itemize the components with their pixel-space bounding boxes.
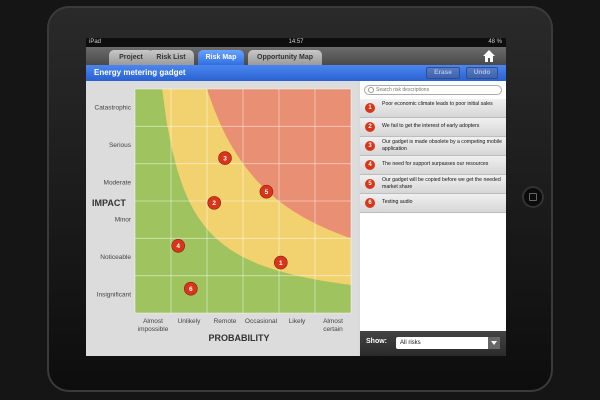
risk-description: Our gadget will be copied before we get … — [382, 177, 501, 190]
y-tick-label: Minor — [115, 217, 132, 224]
risk-number-badge: 5 — [365, 179, 375, 189]
tab-risk-map[interactable]: Risk Map — [198, 50, 244, 65]
risk-point-label: 4 — [176, 243, 180, 250]
clock: 14:57 — [288, 39, 304, 45]
x-tick-label: Occasional — [245, 318, 278, 325]
risk-list-item[interactable]: 4 The need for support surpasses our res… — [360, 156, 506, 175]
tab-project[interactable]: Project — [109, 50, 153, 65]
x-tick-label: Unlikely — [178, 318, 202, 325]
risk-point[interactable]: 3 — [218, 151, 232, 165]
tab-bar: Project Risk List Risk Map Opportunity M… — [86, 47, 506, 65]
show-filter-value: All risks — [400, 340, 421, 346]
x-tick-label: Almost impossible — [138, 318, 169, 333]
risk-number-badge: 3 — [365, 141, 375, 151]
hardware-home-button[interactable] — [522, 186, 544, 208]
risk-point[interactable]: 1 — [274, 255, 288, 270]
tab-risk-list[interactable]: Risk List — [148, 50, 194, 65]
risk-point[interactable]: 5 — [259, 184, 274, 199]
risk-description: Poor economic climate leads to poor init… — [382, 101, 493, 107]
erase-button[interactable]: Erase — [426, 67, 460, 79]
risk-list-item[interactable]: 6 Testing audio — [360, 194, 506, 213]
show-filter-select[interactable]: All risks — [396, 337, 500, 349]
y-axis-label: IMPACT — [92, 198, 126, 208]
risk-points: 1 2 3 4 5 6 — [171, 151, 288, 296]
title-bar: Energy metering gadget Erase Undo — [86, 65, 506, 81]
risk-point-label: 3 — [223, 155, 227, 162]
project-title: Energy metering gadget — [94, 68, 186, 77]
risk-list-pane: 1 Poor economic climate leads to poor in… — [360, 81, 506, 356]
risk-point[interactable]: 6 — [184, 281, 198, 296]
grid — [134, 88, 352, 314]
y-tick-labels: Insignificant Noticeable Minor Moderate Seri… — [95, 105, 132, 299]
risk-number-badge: 4 — [365, 160, 375, 170]
risk-description: The need for support surpasses our resou… — [382, 161, 489, 167]
risk-point[interactable]: 2 — [207, 196, 221, 210]
risk-number-badge: 2 — [365, 122, 375, 132]
risk-point-label: 6 — [189, 286, 193, 293]
chevron-down-icon — [488, 337, 500, 349]
carrier-label: iPad — [89, 39, 102, 45]
risk-description: Testing audio — [382, 199, 413, 205]
risk-map-chart: Almost impossible Unlikely Remote Occasional… — [92, 88, 352, 343]
x-axis-label: PROBABILITY — [208, 333, 269, 343]
risk-point-label: 5 — [265, 189, 269, 196]
risk-list-item[interactable]: 3 Our gadget is made obsolete by a compe… — [360, 137, 506, 156]
risk-number-badge: 1 — [365, 103, 375, 113]
search-input[interactable] — [376, 85, 496, 95]
risk-list-item[interactable]: 1 Poor economic climate leads to poor in… — [360, 99, 506, 118]
risk-description: Our gadget is made obsolete by a competi… — [382, 139, 502, 152]
y-tick-label: Serious — [109, 142, 132, 149]
tab-opportunity-map[interactable]: Opportunity Map — [248, 50, 322, 65]
search-box[interactable] — [364, 85, 502, 95]
y-tick-label: Catastrophic — [95, 105, 132, 112]
risk-point[interactable]: 4 — [171, 239, 185, 253]
x-tick-label: Likely — [289, 318, 306, 325]
risk-point-label: 1 — [279, 260, 283, 267]
y-tick-label: Noticeable — [100, 254, 131, 261]
y-tick-label: Insignificant — [97, 291, 132, 298]
x-tick-label: Remote — [214, 318, 237, 325]
home-icon[interactable] — [482, 49, 496, 63]
x-tick-label: Almost certain — [323, 318, 343, 333]
risk-description: We fail to get the interest of early ado… — [382, 123, 480, 129]
show-label: Show: — [366, 338, 387, 345]
status-bar: iPad 14:57 48 % — [86, 38, 506, 47]
search-icon — [368, 87, 374, 93]
y-tick-label: Moderate — [104, 179, 132, 186]
risk-number-badge: 6 — [365, 198, 375, 208]
risk-list-item[interactable]: 5 Our gadget will be copied before we ge… — [360, 175, 506, 194]
battery-level: 48 % — [488, 39, 502, 45]
risk-point-label: 2 — [212, 200, 216, 207]
risk-list-item[interactable]: 2 We fail to get the interest of early a… — [360, 118, 506, 137]
risk-map-pane: Almost impossible Unlikely Remote Occasional… — [86, 81, 358, 356]
app-screen: iPad 14:57 48 % Project Risk List Risk M… — [86, 38, 506, 356]
x-tick-labels: Almost impossible Unlikely Remote Occasional… — [138, 318, 343, 333]
show-filter-bar: Show: All risks — [360, 331, 506, 356]
undo-button[interactable]: Undo — [466, 67, 498, 79]
